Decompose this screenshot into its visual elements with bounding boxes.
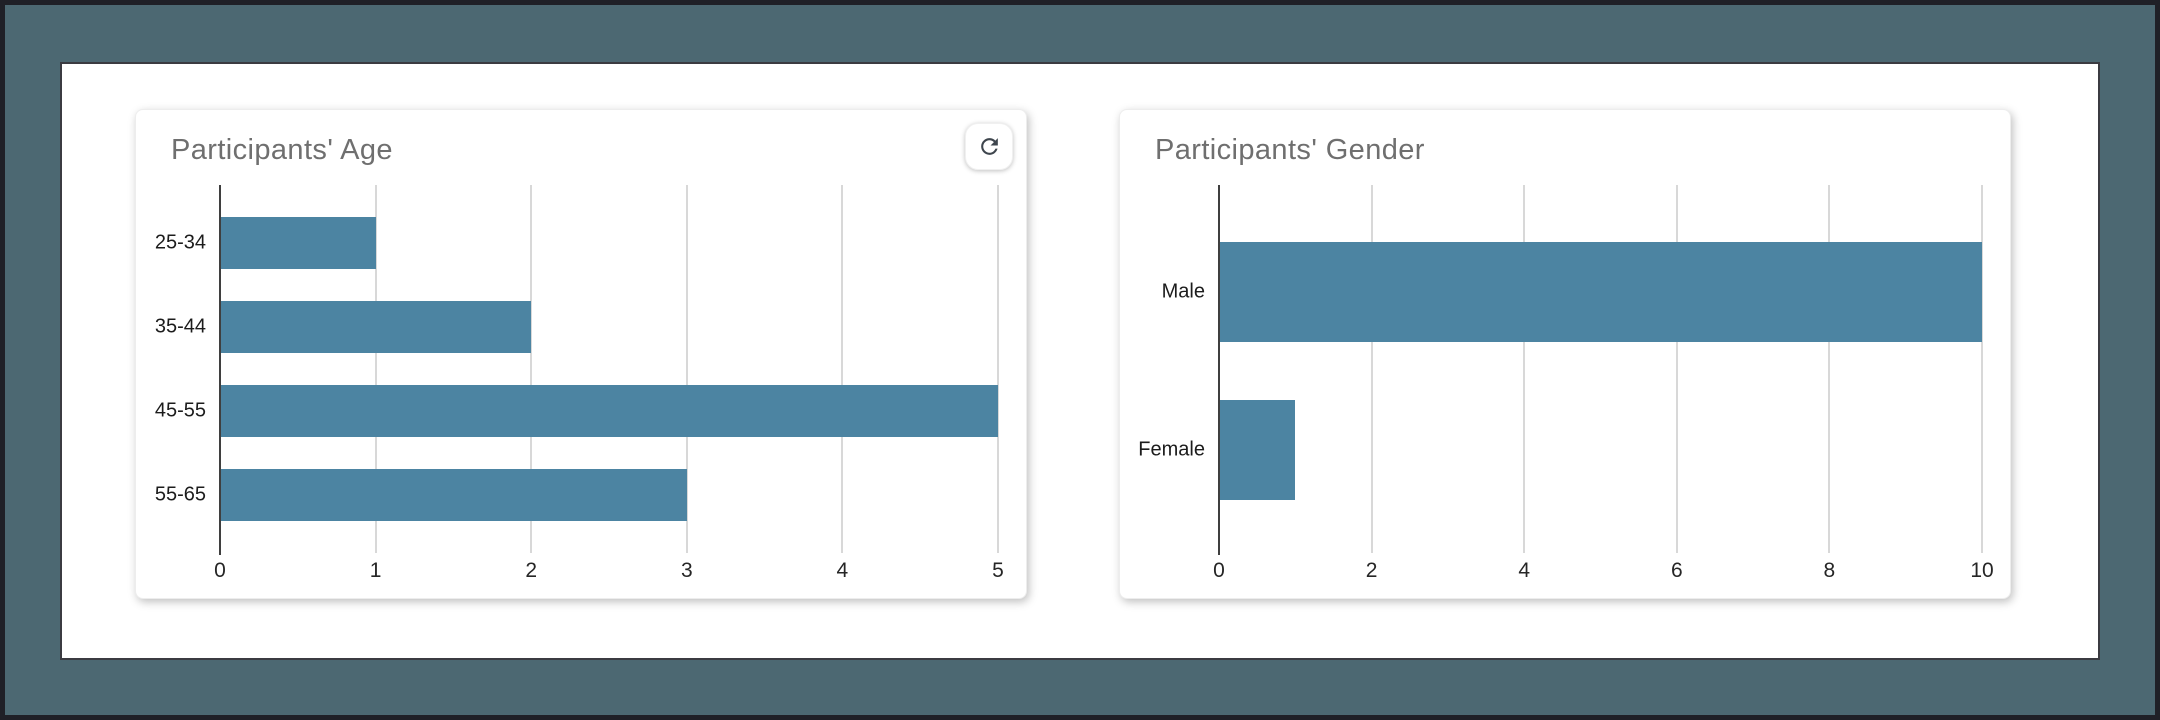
tick-label: 3 xyxy=(680,559,693,582)
tick-label: 2 xyxy=(525,559,538,582)
gridline xyxy=(1675,185,1678,553)
age-bar-rows: 25-34 35-44 45-55 55-65 xyxy=(155,201,998,537)
bar xyxy=(220,217,376,269)
axis-line xyxy=(1218,185,1220,555)
category-label: 55-65 xyxy=(154,483,206,506)
gridline xyxy=(1828,185,1831,553)
tick-label: 0 xyxy=(1213,559,1225,582)
gender-bar-rows: Male Female xyxy=(1138,213,1982,529)
chart-title-gender: Participants' Gender xyxy=(1155,134,1425,166)
category-label: 45-55 xyxy=(154,399,206,422)
tick-label: 10 xyxy=(1970,559,1994,582)
gridline xyxy=(841,185,844,553)
gridline xyxy=(1370,185,1373,553)
chart-row: 25-34 xyxy=(155,201,998,285)
category-label: Female xyxy=(1138,438,1205,461)
chart-row: 55-65 xyxy=(155,453,998,537)
age-chart-card: Participants' Age 25-34 35-44 45-55 55-65 0… xyxy=(135,109,1027,599)
tick-label: 6 xyxy=(1670,559,1683,582)
tick-label: 8 xyxy=(1823,559,1836,582)
chart-row: Male xyxy=(1162,213,1982,371)
gridline xyxy=(997,185,999,553)
gender-chart-card: Participants' Gender Male Female 0 2 4 6 8 10 xyxy=(1119,109,2011,599)
bar xyxy=(220,385,998,437)
chart-row: 35-44 xyxy=(155,285,998,369)
bar xyxy=(220,301,532,353)
gender-plot-area: Male Female 0 2 4 6 8 10 xyxy=(1138,185,1994,582)
bar xyxy=(1219,400,1296,500)
gridline xyxy=(1523,185,1526,553)
tick-label: 1 xyxy=(369,559,382,582)
axis-line xyxy=(219,185,221,555)
tick-label: 5 xyxy=(992,559,1004,582)
gridline xyxy=(1981,185,1983,553)
category-label: 35-44 xyxy=(154,315,206,338)
content-panel: Participants' Age 25-34 35-44 45-55 55-65 0… xyxy=(60,62,2100,660)
tick-label: 4 xyxy=(836,559,849,582)
gridline xyxy=(685,185,688,553)
chart-row: 45-55 xyxy=(155,369,998,453)
refresh-button[interactable] xyxy=(965,123,1013,170)
age-plot-area: 25-34 35-44 45-55 55-65 0 1 2 3 4 5 xyxy=(155,185,1004,582)
gridline xyxy=(374,185,377,553)
bar xyxy=(1219,242,1982,342)
tick-label: 4 xyxy=(1518,559,1531,582)
refresh-icon xyxy=(980,138,998,155)
category-label: 25-34 xyxy=(154,231,206,254)
chart-title-age: Participants' Age xyxy=(171,134,393,166)
chart-row: Female xyxy=(1138,371,1982,529)
gridline xyxy=(530,185,533,553)
category-label: Male xyxy=(1161,280,1205,303)
tick-label: 2 xyxy=(1365,559,1378,582)
bar xyxy=(220,469,687,521)
tick-label: 0 xyxy=(214,559,226,582)
